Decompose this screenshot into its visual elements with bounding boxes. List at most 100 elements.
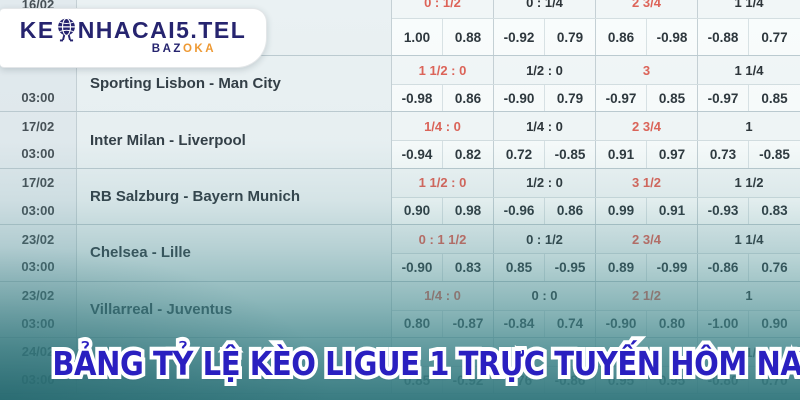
odds-row: -0.94 0.82 0.72 -0.85 0.91 0.97 0.73 -0.85 [392,140,800,168]
odds-value[interactable]: -0.93 [698,197,749,225]
handicap-row: 0 : 1/2 0 : 1/4 2 3/4 1 1/4 [392,0,800,18]
odds-value[interactable]: 0.70 [761,372,788,388]
match-name[interactable]: Chelsea - Lille [77,225,392,281]
odds-value[interactable]: -1.00 [698,310,749,337]
match-date: 17/02 [21,175,55,191]
odds-value[interactable]: 0.83 [443,254,494,281]
odds-value[interactable]: 0.77 [761,29,788,45]
odds-value[interactable]: -0.98 [392,85,443,112]
logo-text-nhacai: NHACAI5.TEL [77,17,247,43]
odds-value[interactable]: -0.90 [494,85,545,112]
odds-value[interactable]: 0.85 [647,85,698,112]
match-name[interactable]: Villarreal - Juventus [77,281,392,337]
odds-value[interactable]: -0.90 [596,310,647,337]
logo-box[interactable]: KE NHACAI5.TEL BAZOKA [0,8,267,68]
odds-value[interactable]: 0.95 [596,367,647,394]
odds-value[interactable]: 1.00 [392,19,443,55]
match-row: 24/02 03:00 Benfica 2 3/4 1 1/4 0.85 -0.92… [0,337,800,394]
match-name[interactable]: RB Salzburg - Bayern Munich [77,168,392,225]
odds-value[interactable]: -0.86 [698,254,749,281]
match-row: 17/02 03:00 RB Salzburg - Bayern Munich … [0,167,800,225]
odds-value[interactable]: 0.82 [443,141,494,168]
odds-value[interactable]: 0.86 [596,19,647,55]
odds-value[interactable]: -0.92 [443,367,494,394]
odds-value[interactable]: 0.85 [392,367,443,394]
odds-value[interactable]: -0.86 [545,367,596,394]
handicap-value: 1 [745,288,753,304]
match-date-time: 23/02 03:00 [0,225,77,281]
odds-cells: 2 3/4 1 1/4 0.85 -0.92 0.76 -0.86 0.95 0.95 -0.… [392,338,800,394]
handicap-value: 2 1/2 [596,281,698,310]
match-name[interactable]: Benfica [77,338,392,394]
odds-value[interactable]: -0.92 [494,19,545,55]
handicap-value: 0 : 0 [494,281,596,310]
handicap-value: 3 [596,56,698,84]
odds-value[interactable]: 0.90 [392,197,443,225]
odds-value[interactable]: 0.85 [494,254,545,281]
odds-value[interactable]: 0.91 [647,197,698,225]
match-time: 03:00 [21,202,55,218]
odds-row: -0.90 0.83 0.85 -0.95 0.89 -0.99 -0.86 0.76 [392,253,800,281]
logo-text: KE NHACAI5.TEL [0,17,266,44]
odds-value[interactable]: 0.90 [761,316,788,332]
handicap-value: 1 1/2 : 0 [392,168,494,197]
odds-value[interactable]: 0.79 [545,85,596,112]
odds-value[interactable]: -0.95 [545,254,596,281]
odds-value[interactable]: -0.85 [545,141,596,168]
handicap-value: 1 1/4 [734,62,764,78]
match-name-label: RB Salzburg - Bayern Munich [90,187,301,205]
odds-value[interactable]: 0.85 [761,90,788,106]
odds-value[interactable]: 0.91 [596,141,647,168]
odds-value[interactable]: -0.98 [647,19,698,55]
odds-value[interactable]: 0.98 [443,197,494,225]
odds-value[interactable]: 0.99 [596,197,647,225]
odds-value[interactable]: -0.97 [596,85,647,112]
odds-cells: 0 : 1/2 0 : 1/4 2 3/4 1 1/4 1.00 0.88 -0.92 0.… [392,0,800,55]
match-name[interactable]: Inter Milan - Liverpool [77,112,392,168]
odds-value[interactable]: -0.80 [698,367,749,394]
match-name-label: Chelsea - Lille [90,244,191,262]
handicap-value: 1 1/4 [734,344,764,360]
match-date-time: 24/02 03:00 [0,338,77,394]
match-date: 23/02 [21,231,55,247]
odds-value[interactable]: 0.79 [545,19,596,55]
odds-value[interactable]: -0.90 [392,254,443,281]
handicap-value: 1 [745,118,753,134]
odds-value[interactable]: -0.85 [759,147,790,163]
odds-value[interactable]: 0.72 [494,141,545,168]
handicap-value: 1/4 : 0 [392,281,494,310]
match-name-label: Villarreal - Juventus [90,300,233,318]
odds-value[interactable]: 0.83 [761,203,788,219]
handicap-value: 2 3/4 [596,338,698,366]
odds-value[interactable]: 0.76 [494,367,545,394]
odds-value[interactable]: 0.73 [698,141,749,168]
logo-subtext-orange: OKA [182,43,216,55]
match-time: 03:00 [21,315,55,331]
odds-value[interactable]: -0.96 [494,197,545,225]
odds-value[interactable]: -0.99 [647,254,698,281]
odds-value[interactable]: 0.86 [443,85,494,112]
odds-value[interactable]: -0.88 [698,19,749,55]
handicap-row: 0 : 1 1/2 0 : 1/2 2 3/4 1 1/4 [392,225,800,254]
handicap-value: 1 1/4 [734,0,764,10]
odds-value[interactable]: 0.76 [761,259,788,275]
odds-value[interactable]: -0.84 [494,310,545,337]
odds-value[interactable]: -0.97 [698,85,749,112]
odds-value[interactable]: -0.87 [443,310,494,337]
odds-value[interactable]: 0.88 [443,19,494,55]
handicap-value: 3 1/2 [596,168,698,197]
odds-value[interactable]: 0.74 [545,310,596,337]
odds-row: 0.90 0.98 -0.96 0.86 0.99 0.91 -0.93 0.83 [392,196,800,225]
odds-value[interactable]: 0.97 [647,141,698,168]
odds-value[interactable]: 0.89 [596,254,647,281]
odds-value[interactable]: 0.80 [647,310,698,337]
odds-value[interactable]: -0.94 [392,141,443,168]
odds-value[interactable]: 0.95 [647,367,698,394]
odds-value[interactable]: 0.80 [392,310,443,337]
odds-value[interactable]: 0.86 [545,197,596,225]
handicap-value: 1 1/2 : 0 [392,56,494,84]
